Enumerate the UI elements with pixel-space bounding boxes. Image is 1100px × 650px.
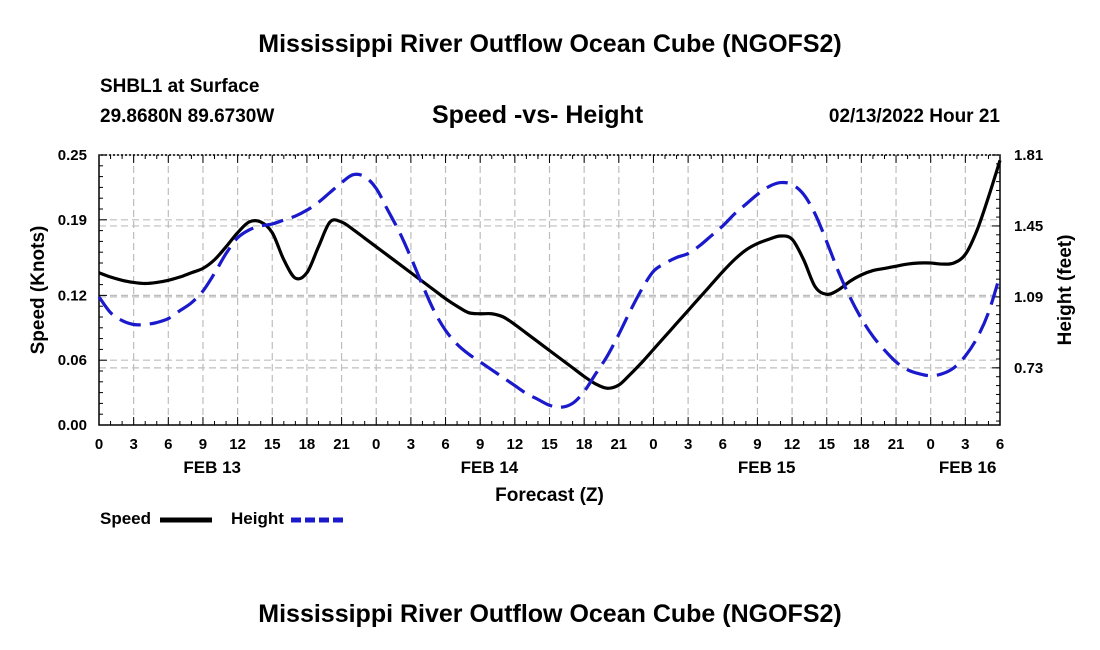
x-tick-label: 21: [333, 436, 350, 453]
y-left-tick-label: 0.00: [58, 417, 87, 434]
x-tick-label: 9: [753, 436, 761, 453]
station-label: SHBL1 at Surface: [100, 76, 260, 97]
x-tick-label: 0: [95, 436, 103, 453]
x-tick-label: 15: [541, 436, 558, 453]
y-right-tick-label: 1.45: [1014, 218, 1043, 235]
x-tick-label: 3: [684, 436, 692, 453]
y-right-tick-label: 1.81: [1014, 147, 1043, 164]
x-tick-label: 6: [996, 436, 1004, 453]
x-tick-label: 15: [818, 436, 835, 453]
date-label: FEB 13: [183, 458, 241, 477]
x-tick-label: 21: [888, 436, 905, 453]
forecast-datetime: 02/13/2022 Hour 21: [828, 106, 1000, 127]
x-tick-label: 18: [299, 436, 316, 453]
x-tick-label: 3: [407, 436, 415, 453]
date-label: FEB 14: [461, 458, 519, 477]
axis-labels: 0 3 6 9 12 15 18 21 0 3 6 9 12 15 18 21 0 3 6 9 12 15 18 21 0 3 6F…: [58, 147, 1043, 477]
date-label: FEB 15: [738, 458, 796, 477]
series-line-speed: [98, 159, 1002, 390]
grid-lines: [99, 154, 1000, 425]
x-tick-label: 18: [853, 436, 870, 453]
main-title: Mississippi River Outflow Ocean Cube (NG…: [258, 30, 842, 58]
y-axis-left-title: Speed (Knots): [28, 226, 49, 355]
series-lines: [97, 159, 1002, 409]
y-axis-right-title: Height (feet): [1055, 235, 1076, 346]
y-left-tick-label: 0.06: [58, 352, 87, 369]
x-axis-title: Forecast (Z): [495, 485, 604, 506]
y-left-tick-label: 0.19: [58, 212, 87, 229]
x-tick-label: 6: [441, 436, 449, 453]
x-tick-label: 15: [264, 436, 281, 453]
x-tick-label: 9: [199, 436, 207, 453]
x-tick-label: 0: [649, 436, 657, 453]
x-tick-label: 6: [164, 436, 172, 453]
x-tick-label: 0: [372, 436, 380, 453]
date-label: FEB 16: [939, 458, 997, 477]
x-tick-label: 6: [719, 436, 727, 453]
y-left-tick-label: 0.25: [58, 147, 87, 164]
x-tick-label: 21: [610, 436, 627, 453]
x-tick-label: 0: [927, 436, 935, 453]
x-tick-label: 12: [784, 436, 801, 453]
x-tick-label: 18: [576, 436, 593, 453]
y-right-tick-label: 1.09: [1014, 289, 1043, 306]
series-line-height: [97, 172, 1002, 409]
x-tick-label: 12: [229, 436, 246, 453]
chart-subtitle: Speed -vs- Height: [432, 101, 644, 129]
y-left-tick-label: 0.12: [58, 287, 87, 304]
x-tick-label: 3: [129, 436, 137, 453]
x-tick-label: 9: [476, 436, 484, 453]
x-tick-label: 12: [507, 436, 524, 453]
legend-speed-label: Speed: [100, 509, 152, 528]
x-tick-label: 3: [961, 436, 969, 453]
legend-height-label: Height: [231, 509, 284, 528]
y-right-tick-label: 0.73: [1014, 360, 1043, 377]
bottom-title: Mississippi River Outflow Ocean Cube (NG…: [258, 600, 842, 628]
coordinates-label: 29.8680N 89.6730W: [100, 106, 275, 127]
